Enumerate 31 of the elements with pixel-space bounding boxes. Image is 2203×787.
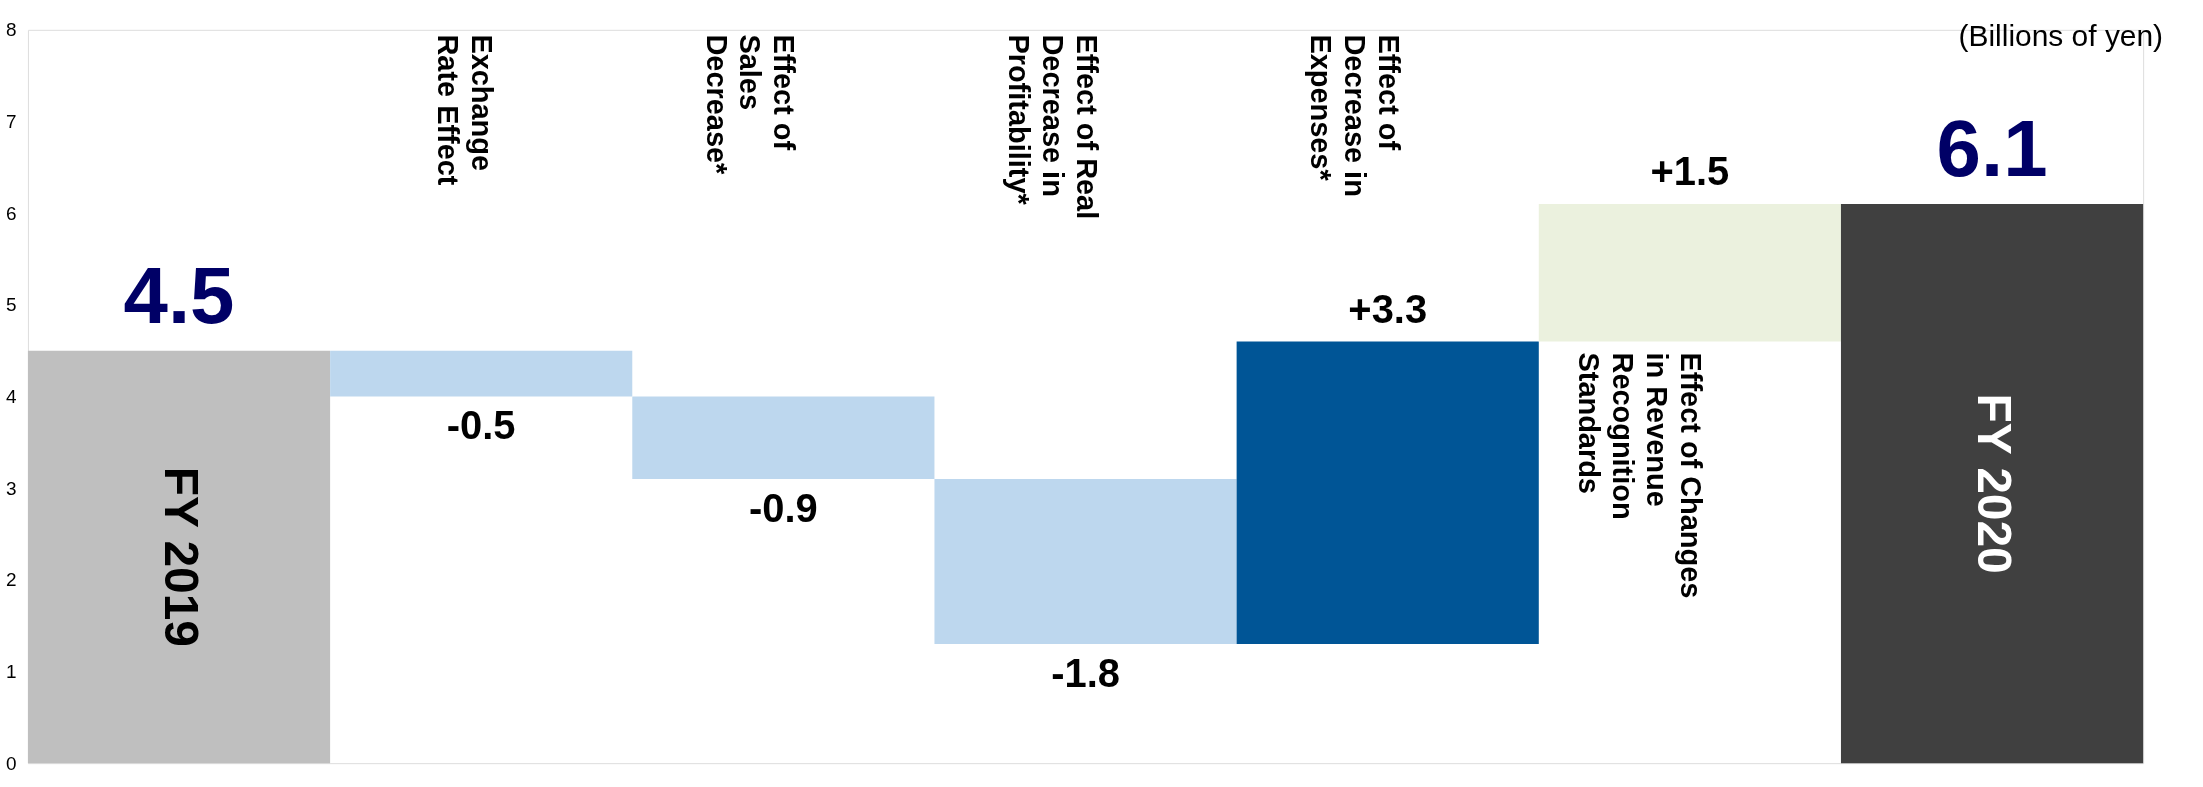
annotation: (Billions of yen): [1958, 18, 2164, 52]
y-tick-label: 1: [5, 660, 17, 682]
bar: [934, 478, 1237, 644]
y-tick-label: 2: [5, 569, 17, 591]
y-tick-label: 4: [5, 385, 17, 407]
bar: [632, 396, 935, 479]
x-tick-label: Exchange Rate Effect: [432, 34, 499, 186]
bar: [330, 350, 633, 397]
data-label: -0.9: [748, 485, 818, 530]
bar: [1236, 341, 1539, 644]
x-tick-label: FY 2019: [155, 466, 209, 647]
y-tick-label: 0: [5, 752, 17, 774]
data-label: +3.3: [1348, 286, 1428, 331]
data-label: -1.8: [1051, 650, 1120, 695]
bar: [1840, 203, 2144, 764]
bar: [27, 350, 331, 764]
x-tick-label: Effect of Sales Decrease*: [700, 34, 801, 176]
x-tick-label: Effect of Changes in Revenue Recognition Standards: [1573, 352, 1707, 599]
y-tick-label: 3: [5, 477, 17, 499]
y-tick-label: 7: [5, 110, 17, 132]
x-tick-label: Effect of Real Decrease in Profitability*: [1002, 34, 1103, 220]
x-tick-label: Effect of Decrease in Expenses*: [1304, 34, 1405, 197]
x-tick-label: FY 2020: [1968, 393, 2022, 574]
data-label: -0.5: [446, 403, 516, 448]
data-label: 4.5: [123, 250, 235, 340]
y-tick-label: 6: [5, 202, 17, 224]
data-label: 6.1: [1936, 104, 2048, 194]
y-tick-label: 5: [5, 294, 17, 316]
y-tick-label: 8: [5, 19, 17, 41]
bar: [1538, 203, 1841, 342]
data-label: +1.5: [1650, 149, 1730, 194]
